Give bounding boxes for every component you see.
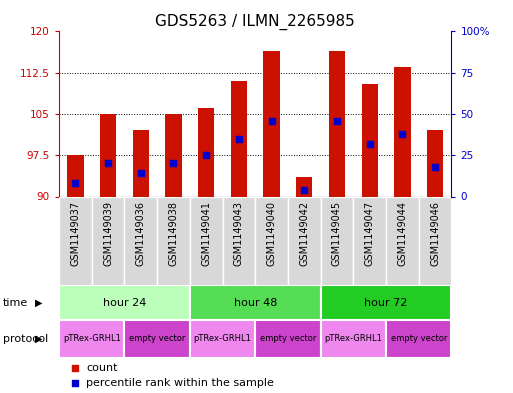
Point: [431, 163, 439, 170]
Bar: [255, 196, 288, 287]
Bar: [386, 320, 451, 358]
Text: GSM1149045: GSM1149045: [332, 201, 342, 266]
Text: GSM1149041: GSM1149041: [201, 201, 211, 266]
Text: count: count: [87, 362, 118, 373]
Point: [71, 180, 80, 186]
Text: percentile rank within the sample: percentile rank within the sample: [87, 378, 274, 388]
Text: pTRex-GRHL1: pTRex-GRHL1: [63, 334, 121, 343]
Bar: [394, 67, 410, 196]
Point: [71, 364, 79, 371]
Bar: [59, 320, 124, 358]
Bar: [321, 196, 353, 287]
Bar: [59, 285, 190, 320]
Text: empty vector: empty vector: [260, 334, 316, 343]
Bar: [157, 196, 190, 287]
Bar: [132, 130, 149, 196]
Text: ▶: ▶: [35, 334, 43, 344]
Bar: [223, 196, 255, 287]
Text: GSM1149043: GSM1149043: [234, 201, 244, 266]
Point: [202, 152, 210, 158]
Text: GSM1149038: GSM1149038: [168, 201, 179, 266]
Bar: [67, 155, 84, 196]
Text: hour 48: hour 48: [233, 298, 277, 308]
Point: [136, 170, 145, 176]
Text: GSM1149042: GSM1149042: [299, 201, 309, 266]
Text: GSM1149036: GSM1149036: [136, 201, 146, 266]
Text: GSM1149040: GSM1149040: [267, 201, 277, 266]
Bar: [353, 196, 386, 287]
Text: hour 24: hour 24: [103, 298, 146, 308]
Text: time: time: [3, 298, 28, 308]
Text: GSM1149039: GSM1149039: [103, 201, 113, 266]
Bar: [329, 51, 345, 196]
Text: GSM1149037: GSM1149037: [70, 201, 81, 266]
Text: pTRex-GRHL1: pTRex-GRHL1: [193, 334, 251, 343]
Text: hour 72: hour 72: [364, 298, 408, 308]
Bar: [427, 130, 443, 196]
Bar: [231, 81, 247, 196]
Point: [267, 118, 275, 124]
Point: [333, 118, 341, 124]
Text: empty vector: empty vector: [390, 334, 447, 343]
Bar: [124, 320, 190, 358]
Title: GDS5263 / ILMN_2265985: GDS5263 / ILMN_2265985: [155, 14, 355, 30]
Bar: [165, 114, 182, 196]
Point: [300, 187, 308, 193]
Bar: [321, 320, 386, 358]
Bar: [419, 196, 451, 287]
Text: GSM1149046: GSM1149046: [430, 201, 440, 266]
Bar: [59, 196, 92, 287]
Bar: [190, 196, 223, 287]
Bar: [190, 285, 321, 320]
Bar: [190, 320, 255, 358]
Bar: [296, 177, 312, 196]
Point: [169, 160, 177, 167]
Text: GSM1149047: GSM1149047: [365, 201, 374, 266]
Text: empty vector: empty vector: [129, 334, 185, 343]
Bar: [100, 114, 116, 196]
Bar: [288, 196, 321, 287]
Bar: [386, 196, 419, 287]
Point: [398, 130, 406, 137]
Point: [104, 160, 112, 167]
Bar: [362, 84, 378, 196]
Bar: [124, 196, 157, 287]
Bar: [321, 285, 451, 320]
Point: [366, 141, 374, 147]
Bar: [263, 51, 280, 196]
Bar: [92, 196, 125, 287]
Text: ▶: ▶: [35, 298, 43, 308]
Bar: [255, 320, 321, 358]
Text: GSM1149044: GSM1149044: [398, 201, 407, 266]
Text: pTRex-GRHL1: pTRex-GRHL1: [324, 334, 382, 343]
Point: [71, 380, 79, 386]
Point: [235, 136, 243, 142]
Bar: [198, 108, 214, 196]
Text: protocol: protocol: [3, 334, 48, 344]
